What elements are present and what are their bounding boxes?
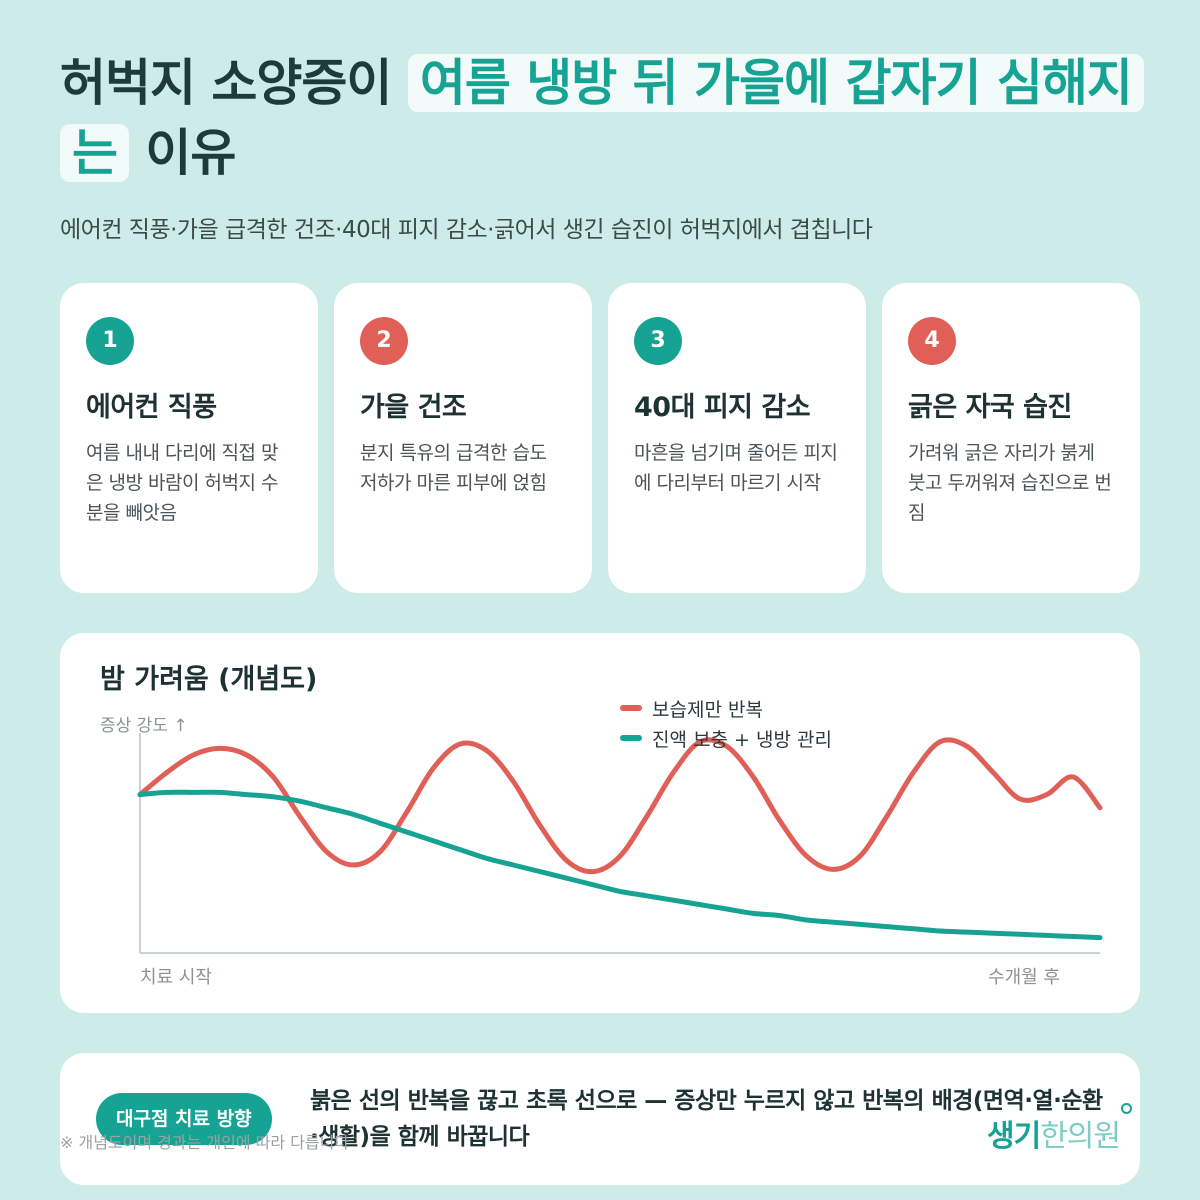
card-title: 가을 건조 [360, 392, 467, 423]
legend-swatch [620, 735, 642, 741]
cause-card-4: 4 긁은 자국 습진 가려워 긁은 자리가 붉게 붓고 두꺼워져 습진으로 번짐 [882, 283, 1140, 593]
card-title: 에어컨 직풍 [86, 392, 217, 423]
card-description: 마흔을 넘기며 줄어든 피지에 다리부터 마르기 시작 [634, 442, 838, 494]
cause-card-2: 2 가을 건조 분지 특유의 급격한 습도 저하가 마른 피부에 얹힘 [334, 283, 592, 593]
legend-label: 진액 보충 + 냉방 관리 [652, 728, 832, 751]
chart-title: 밤 가려움 (개념도) [100, 664, 318, 695]
title-part2: 이유 [129, 124, 236, 182]
legend-swatch [620, 705, 642, 711]
itch-chart [137, 733, 1103, 954]
logo-text-secondary: 한의원 [1040, 1119, 1121, 1154]
series-line-moisturizer-only [137, 737, 1103, 875]
page-title: 허벅지 소양증이 여름 냉방 뒤 가을에 갑자기 심해지는 이유 [60, 48, 1150, 188]
cause-card-3: 3 40대 피지 감소 마흔을 넘기며 줄어든 피지에 다리부터 마르기 시작 [608, 283, 866, 593]
clinic-logo: 생기한의원 [986, 1103, 1132, 1155]
title-part1: 허벅지 소양증이 [60, 54, 408, 112]
legend-label: 보습제만 반복 [652, 698, 763, 721]
legend-item-fluid-cooling-care: 진액 보충 + 냉방 관리 [620, 723, 832, 753]
card-title: 긁은 자국 습진 [908, 392, 1072, 423]
cause-cards: 1 에어컨 직풍 여름 내내 다리에 직접 맞은 냉방 바람이 허벅지 수분을 … [60, 283, 1140, 593]
chart-legend: 보습제만 반복 진액 보충 + 냉방 관리 [620, 693, 832, 753]
cause-card-1: 1 에어컨 직풍 여름 내내 다리에 직접 맞은 냉방 바람이 허벅지 수분을 … [60, 283, 318, 593]
card-number-badge: 3 [634, 317, 682, 365]
card-number-badge: 2 [360, 317, 408, 365]
x-axis-end-label: 수개월 후 [988, 967, 1060, 988]
treatment-description: 붉은 선의 반복을 끊고 초록 선으로 — 증상만 누르지 않고 반복의 배경(… [310, 1088, 1103, 1150]
card-description: 여름 내내 다리에 직접 맞은 냉방 바람이 허벅지 수분을 빼앗음 [86, 442, 278, 524]
logo-dot-icon [1121, 1103, 1132, 1114]
card-description: 분지 특유의 급격한 습도 저하가 마른 피부에 얹힘 [360, 442, 547, 494]
series-line-fluid-cooling-care [137, 789, 1103, 941]
x-axis-start-label: 치료 시작 [140, 967, 212, 988]
card-number-badge: 4 [908, 317, 956, 365]
footnote: ※ 개념도이며 경과는 개인에 따라 다릅니다 [60, 1133, 350, 1152]
page-subtitle: 에어컨 직풍·가을 급격한 건조·40대 피지 감소·긁어서 생긴 습진이 허벅… [60, 217, 873, 243]
card-number-badge: 1 [86, 317, 134, 365]
card-title: 40대 피지 감소 [634, 392, 811, 423]
legend-item-moisturizer-only: 보습제만 반복 [620, 693, 832, 723]
chart-panel: 밤 가려움 (개념도) 증상 강도 ↑ 치료 시작 수개월 후 보습제만 반복 … [60, 633, 1140, 1013]
treatment-direction-panel: 대구점 치료 방향 붉은 선의 반복을 끊고 초록 선으로 — 증상만 누르지 … [60, 1053, 1140, 1185]
y-axis-label: 증상 강도 ↑ [100, 716, 188, 736]
card-description: 가려워 긁은 자리가 붉게 붓고 두꺼워져 습진으로 번짐 [908, 442, 1112, 524]
logo-text-primary: 생기 [986, 1119, 1041, 1154]
treatment-badge: 대구점 치료 방향 [96, 1093, 272, 1145]
